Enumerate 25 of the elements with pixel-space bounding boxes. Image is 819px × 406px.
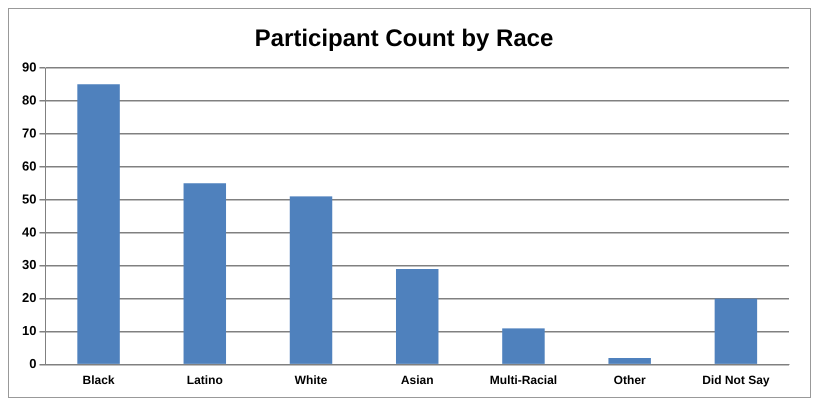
y-tick-label: 80 — [22, 92, 36, 108]
bar — [290, 196, 332, 364]
bar — [184, 183, 226, 364]
x-tick-label: Asian — [400, 373, 434, 388]
y-tick-label: 50 — [22, 191, 36, 206]
y-tick-label: 40 — [22, 224, 36, 240]
bar — [396, 268, 438, 364]
bar — [502, 328, 545, 364]
y-tick-label: 20 — [22, 290, 36, 306]
y-tick-label: 0 — [29, 356, 36, 372]
y-tick-label: 60 — [22, 158, 36, 174]
x-tick-label: Did Not Say — [702, 373, 770, 388]
x-tick-label: Multi-Racial — [490, 373, 558, 388]
bar — [77, 84, 120, 364]
y-tick-label: 90 — [22, 59, 36, 74]
x-tick-label: Other — [614, 373, 646, 388]
chart-title: Participant Count by Race — [254, 25, 554, 52]
y-tick-label: 10 — [22, 323, 36, 338]
x-tick-label: Latino — [186, 373, 223, 388]
y-tick-label: 70 — [22, 125, 36, 140]
bar — [714, 298, 758, 364]
x-tick-label: White — [294, 373, 328, 388]
y-tick-label: 30 — [22, 257, 36, 272]
bar — [608, 358, 651, 364]
x-tick-label: Black — [82, 373, 115, 388]
